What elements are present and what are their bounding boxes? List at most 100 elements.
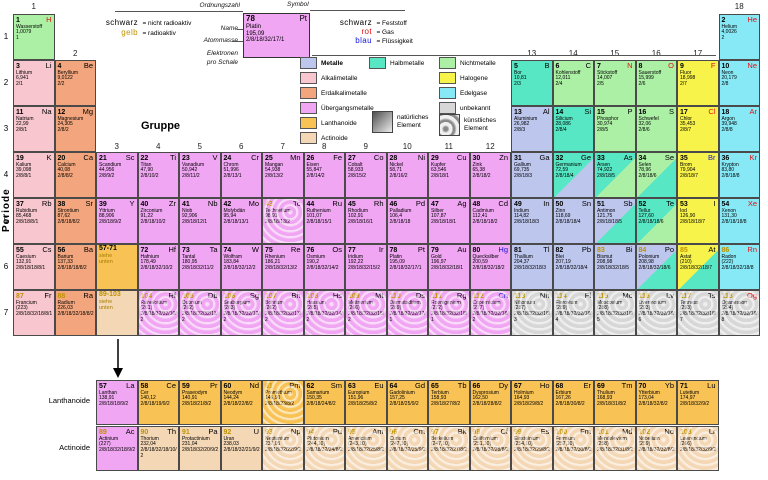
actinoide-chip — [300, 132, 317, 144]
unbekannt-chip — [439, 102, 456, 114]
element-ar: 18 Ar Argon 39,948 2/8/8 — [718, 106, 760, 152]
element-dy: 66 Dy Dysprosium 162,50 2/8/18/28/8/2 — [469, 380, 511, 425]
period-label-7: 7 — [3, 308, 9, 317]
element-ag: 47 Ag Silber 107,87 2/8/18/18/1 — [428, 198, 470, 244]
element-n: 7 N Stickstoff 14,007 2/5 — [594, 60, 636, 106]
element-pu: 94 Pu Plutonium (244,10) 2/8/18/32/24/8/2 — [303, 426, 345, 471]
element-te: 52 Te Tellur 127,60 2/8/18/18/6 — [635, 198, 677, 244]
group-label-4: 4 — [156, 142, 161, 151]
element-es: 99 Es Einsteinium (254,10) 2/8/18/32/29/8/2 — [511, 426, 553, 471]
group-label-12: 12 — [485, 142, 495, 151]
element-nb: 41 Nb Niob 92,906 2/8/18/12/1 — [179, 198, 221, 244]
element-as: 33 As Arsen 74,922 2/8/18/5 — [594, 152, 636, 198]
element-cr: 24 Cr Chrom 51,996 2/8/13/1 — [220, 152, 262, 198]
element-mt: 109 Mt Meitnerium (266) 2/8/18/32/32/15/2 — [345, 290, 387, 336]
callout-ordnungszahl: Ordnungszahl — [199, 2, 240, 9]
element-ho: 67 Ho Holmium 164,93 2/8/18/29/8/2 — [511, 380, 553, 425]
legend-metalle: Metalle — [300, 57, 343, 69]
element-rf: 104 Rf Rutherfordium (261) 2/8/18/32/32/10/2 — [137, 290, 179, 336]
element-se: 34 Se Selen 78,96 2/8/18/6 — [635, 152, 677, 198]
period-label-3: 3 — [3, 124, 9, 133]
element-sb: 51 Sb Antimon 121,75 2/8/18/18/5 — [594, 198, 636, 244]
group-label-2: 2 — [73, 49, 78, 58]
lanthanoide-row-label: Lanthanoide — [48, 396, 90, 405]
element-in: 49 In Indium 114,82 2/8/18/18/3 — [511, 198, 553, 244]
group-label-11: 11 — [444, 142, 453, 151]
element-md: 101 Md Mendelevium (258) 2/8/18/32/31/8/2 — [594, 426, 636, 471]
group-label-18: 18 — [734, 2, 744, 11]
element-c: 6 C Kohlenstoff 12,011 2/4 — [552, 60, 594, 106]
element-ti: 22 Ti Titan 47,90 2/8/10/2 — [137, 152, 179, 198]
element-al: 13 Al Aluminium 26,982 2/8/3 — [511, 106, 553, 152]
element-sr: 38 Sr Strontium 87,62 2/8/18/8/2 — [54, 198, 96, 244]
group-label-9: 9 — [363, 142, 368, 151]
callout-atommasse: Atommasse — [203, 37, 238, 44]
element-pd: 46 Pd Palladium 106,4 2/8/18/18 — [386, 198, 428, 244]
element-he: 2 He Helium 4,0026 2 — [718, 14, 760, 60]
erdalkalimetalle-chip — [300, 87, 317, 99]
state-legend-liquid: blau = Flüssigkeit — [355, 36, 413, 45]
artificial-element-chip — [439, 114, 460, 136]
element-cl: 17 Cl Chlor 35,453 2/8/7 — [677, 106, 719, 152]
element-br: 35 Br Brom 79,904 2/8/18/7 — [677, 152, 719, 198]
element-no: 102 No Nobelium (259) 2/8/18/32/32/8/2 — [635, 426, 677, 471]
element-og: 118 Og Oganesson (294) 2/8/18/32/32/18/8 — [718, 290, 760, 336]
element-o: 8 O Sauerstoff 15,999 2/6 — [635, 60, 677, 106]
element-ca: 20 Ca Calcium 40,08 2/8/8/2 — [54, 152, 96, 198]
legend-halbmetalle: Halbmetalle — [369, 57, 424, 69]
element-li: 3 Li Lithium 6,941 2/1 — [13, 60, 55, 106]
element-nh: 113 Nh Nihonium (287) 2/8/18/32/32/18/3 — [511, 290, 553, 336]
element-ce: 58 Ce Cer 140,12 2/8/18/19/9/2 — [137, 380, 179, 425]
element-be: 4 Be Beryllium 9,0122 2/2 — [54, 60, 96, 106]
period-label-2: 2 — [3, 78, 9, 87]
period-label-4: 4 — [3, 170, 9, 179]
group-label-8: 8 — [322, 142, 327, 151]
callout-name: Name — [220, 25, 238, 32]
element-pa: 91 Pa Protactinium 231,04 2/8/18/32/20/9/2 — [179, 426, 221, 471]
radioactivity-legend-yellow: gelb = radioaktiv — [98, 22, 176, 40]
element-au: 79 Au Gold 196,97 2/8/18/32/18/1 — [428, 244, 470, 290]
element-sn: 50 Sn Zinn 118,69 2/8/18/18/4 — [552, 198, 594, 244]
element-ga: 31 Ga Gallium 69,735 2/8/18/3 — [511, 152, 553, 198]
metalle-chip — [300, 57, 317, 69]
lanthanoide-grid: 57 La Lanthan 138,91 2/8/18/18/9/2 58 Ce Cer 140… — [96, 380, 719, 425]
callout-elektronen-2: pro Schale — [206, 59, 238, 66]
element-i: 53 I Iod 126,90 2/8/18/18/7 — [677, 198, 719, 244]
element-mc: 115 Mc Moscovium (288) 2/8/18/32/32/18/5 — [594, 290, 636, 336]
element-er: 68 Er Erbium 167,26 2/8/18/30/8/2 — [552, 380, 594, 425]
element-fe: 26 Fe Eisen 55,847 2/8/14/2 — [303, 152, 345, 198]
nichtmetalle-chip — [439, 57, 456, 69]
element-bi: 83 Bi Bismut 208,98 2/8/18/32/18/5 — [594, 244, 636, 290]
element-re: 75 Re Rhenium 186,21 2/8/18/32/13/2 — [262, 244, 304, 290]
halogene-chip — [439, 72, 456, 84]
element-sg: 106 Sg Seaborgium (263) 2/8/18/32/32/12/2 — [220, 290, 262, 336]
element-np: 93 Np Neptunium 237,05 2/8/18/32/22/9/2 — [262, 426, 304, 471]
element-ts: 117 Ts Tenness (293) 2/8/18/32/32/18/7 — [677, 290, 719, 336]
state-legend-solid: schwarz = Feststoff — [339, 18, 407, 27]
element-rh: 45 Rh Rhodium 102,91 2/8/18/16/1 — [345, 198, 387, 244]
legend-erdalkalimetalle: Erdalkalimetalle — [300, 87, 367, 99]
element-sc: 21 Sc Scandium 44,956 2/8/9/2 — [96, 152, 138, 198]
atommasse-line — [232, 41, 243, 42]
element-am: 95 Am Americium (243,10) 2/8/18/32/25/8/2 — [345, 426, 387, 471]
element-lu: 71 Lu Lutetium 174,97 2/8/18/32/9/2 — [677, 380, 719, 425]
radioactivity-term-black: schwarz — [105, 18, 138, 27]
element-zr: 40 Zr Zirconium 91,22 2/8/18/10/2 — [137, 198, 179, 244]
radioactivity-legend-black: schwarz = nicht radioaktiv — [98, 12, 192, 30]
element-bh: 107 Bh Bohrium (262) 2/8/18/32/32/13/2 — [262, 290, 304, 336]
element-pt: 78 Pt Platin 195,09 2/8/18/32/17/1 — [386, 244, 428, 290]
element-tl: 81 Tl Thallium 204,37 2/8/18/32/18/3 — [511, 244, 553, 290]
element-f: 9 F Fluor 18,998 2/7 — [677, 60, 719, 106]
actinoide-grid: 89 Ac Actinium (227) 2/8/18/32/18/9/2 90 Th Tho… — [96, 426, 719, 471]
element-ge: 32 Ge Germanium 72,59 2/8/18/4 — [552, 152, 594, 198]
element-tc: 43 Tc Technetium 98,91 2/8/18/13/2 — [262, 198, 304, 244]
element-ac: 89 Ac Actinium (227) 2/8/18/32/18/9/2 — [96, 426, 138, 471]
element-y: 39 Y Yttrium 88,906 2/8/18/9/2 — [96, 198, 138, 244]
period-label-6: 6 — [3, 262, 9, 271]
element-hg: 80 Hg Quecksilber 200,59 2/8/18/32/18/2 — [469, 244, 511, 290]
element-ba: 56 Ba Barium 137,33 2/8/18/18/8/2 — [54, 244, 96, 290]
element-ne: 10 Ne Neon 20,179 2/8 — [718, 60, 760, 106]
element-hs: 108 Hs Hassium (265) 2/8/18/32/32/14/2 — [303, 290, 345, 336]
element-cu: 29 Cu Kupfer 63,546 2/8/18/1 — [428, 152, 470, 198]
